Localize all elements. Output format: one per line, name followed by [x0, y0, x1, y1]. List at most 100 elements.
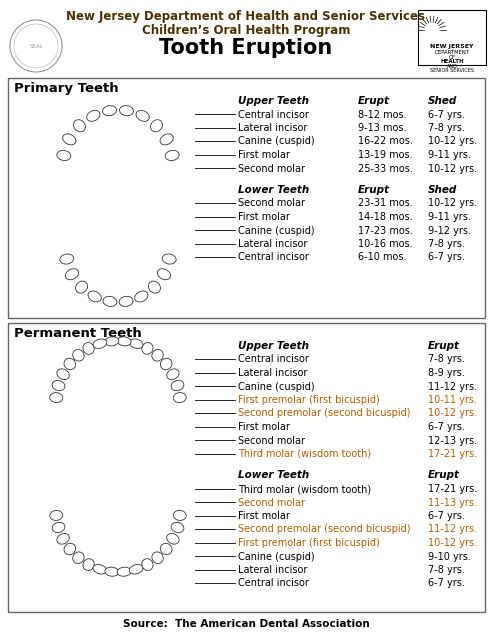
Text: Third molar (wisdom tooth): Third molar (wisdom tooth)	[238, 449, 371, 459]
Ellipse shape	[50, 511, 63, 520]
Text: Canine (cuspid): Canine (cuspid)	[238, 552, 315, 561]
Text: Second premolar (second bicuspid): Second premolar (second bicuspid)	[238, 408, 411, 418]
Ellipse shape	[117, 337, 131, 346]
Text: Shed: Shed	[428, 185, 457, 195]
Ellipse shape	[162, 254, 176, 264]
Text: 9-13 mos.: 9-13 mos.	[358, 123, 407, 133]
FancyBboxPatch shape	[8, 323, 485, 612]
Ellipse shape	[160, 134, 173, 145]
Text: First premolar (first bicuspid): First premolar (first bicuspid)	[238, 395, 380, 405]
Text: First molar: First molar	[238, 422, 290, 432]
Ellipse shape	[103, 296, 117, 307]
Text: 13-19 mos.: 13-19 mos.	[358, 150, 413, 160]
Text: Upper Teeth: Upper Teeth	[238, 341, 309, 351]
Text: Upper Teeth: Upper Teeth	[238, 96, 309, 106]
Text: 9-10 yrs.: 9-10 yrs.	[428, 552, 471, 561]
Text: 9-11 yrs.: 9-11 yrs.	[428, 212, 471, 222]
Text: Erupt: Erupt	[428, 470, 460, 480]
Text: 17-21 yrs.: 17-21 yrs.	[428, 449, 477, 459]
Text: 25-33 mos.: 25-33 mos.	[358, 164, 413, 174]
Ellipse shape	[52, 522, 65, 533]
Text: 6-7 yrs.: 6-7 yrs.	[428, 578, 465, 588]
Ellipse shape	[83, 559, 94, 571]
Ellipse shape	[64, 358, 75, 370]
Ellipse shape	[129, 339, 143, 348]
Text: Canine (cuspid): Canine (cuspid)	[238, 226, 315, 236]
Ellipse shape	[105, 337, 119, 346]
Text: First premolar (first bicuspid): First premolar (first bicuspid)	[238, 538, 380, 548]
Ellipse shape	[119, 296, 133, 307]
Text: Second molar: Second molar	[238, 435, 305, 446]
Text: Lower Teeth: Lower Teeth	[238, 185, 309, 195]
FancyBboxPatch shape	[418, 10, 486, 65]
Ellipse shape	[52, 380, 65, 391]
Text: 8-9 yrs.: 8-9 yrs.	[428, 368, 465, 378]
Ellipse shape	[171, 522, 184, 533]
Ellipse shape	[152, 552, 163, 564]
Ellipse shape	[136, 111, 149, 121]
Text: Permanent Teeth: Permanent Teeth	[14, 327, 142, 340]
Text: 6-7 yrs.: 6-7 yrs.	[428, 109, 465, 119]
Text: 11-12 yrs.: 11-12 yrs.	[428, 382, 477, 391]
Ellipse shape	[66, 269, 78, 280]
Ellipse shape	[148, 281, 160, 293]
Text: 12-13 yrs.: 12-13 yrs.	[428, 435, 477, 446]
Text: 9-11 yrs.: 9-11 yrs.	[428, 150, 471, 160]
Text: Erupt: Erupt	[358, 96, 390, 106]
Text: 14-18 mos.: 14-18 mos.	[358, 212, 413, 222]
Text: 8-12 mos.: 8-12 mos.	[358, 109, 407, 119]
Text: Erupt: Erupt	[358, 185, 390, 195]
Text: 7-8 yrs.: 7-8 yrs.	[428, 565, 465, 575]
Text: 7-8 yrs.: 7-8 yrs.	[428, 239, 465, 249]
Text: 10-12 yrs.: 10-12 yrs.	[428, 137, 477, 147]
Text: 17-23 mos.: 17-23 mos.	[358, 226, 413, 236]
Ellipse shape	[150, 119, 163, 131]
Text: Children’s Oral Health Program: Children’s Oral Health Program	[142, 24, 350, 37]
Text: Primary Teeth: Primary Teeth	[14, 82, 119, 95]
Text: Source:  The American Dental Association: Source: The American Dental Association	[123, 619, 369, 629]
Text: Tooth Eruption: Tooth Eruption	[159, 38, 333, 58]
Text: 10-12 yrs.: 10-12 yrs.	[428, 198, 477, 209]
Ellipse shape	[57, 150, 71, 161]
Text: Lateral incisor: Lateral incisor	[238, 239, 307, 249]
Text: First molar: First molar	[238, 212, 290, 222]
Text: 6-10 mos.: 6-10 mos.	[358, 253, 407, 262]
Text: 6-7 yrs.: 6-7 yrs.	[428, 511, 465, 521]
Ellipse shape	[119, 106, 134, 116]
Text: Canine (cuspid): Canine (cuspid)	[238, 382, 315, 391]
Ellipse shape	[72, 552, 84, 564]
Text: 10-12 yrs.: 10-12 yrs.	[428, 408, 477, 418]
Ellipse shape	[160, 358, 172, 370]
Text: First molar: First molar	[238, 511, 290, 521]
Ellipse shape	[152, 349, 163, 361]
Ellipse shape	[64, 544, 75, 555]
Text: 23-31 mos.: 23-31 mos.	[358, 198, 413, 209]
Text: Canine (cuspid): Canine (cuspid)	[238, 137, 315, 147]
Text: Central incisor: Central incisor	[238, 109, 309, 119]
Text: OF: OF	[449, 55, 456, 60]
Text: 6-7 yrs.: 6-7 yrs.	[428, 253, 465, 262]
Text: Third molar (wisdom tooth): Third molar (wisdom tooth)	[238, 484, 371, 494]
Ellipse shape	[167, 369, 179, 380]
Text: Second molar: Second molar	[238, 497, 305, 507]
Ellipse shape	[57, 369, 70, 380]
Text: Shed: Shed	[428, 96, 457, 106]
Text: 6-7 yrs.: 6-7 yrs.	[428, 422, 465, 432]
Ellipse shape	[57, 533, 70, 544]
Ellipse shape	[142, 559, 153, 571]
Ellipse shape	[63, 134, 76, 145]
Text: New Jersey Department of Health and Senior Services: New Jersey Department of Health and Seni…	[67, 10, 425, 23]
Text: DEPARTMENT: DEPARTMENT	[434, 50, 469, 55]
Text: Second molar: Second molar	[238, 164, 305, 174]
Text: Second premolar (second bicuspid): Second premolar (second bicuspid)	[238, 525, 411, 535]
Ellipse shape	[105, 567, 119, 576]
Ellipse shape	[87, 111, 100, 121]
Ellipse shape	[167, 533, 179, 544]
Text: 17-21 yrs.: 17-21 yrs.	[428, 484, 477, 494]
Ellipse shape	[50, 392, 63, 403]
Text: 9-12 yrs.: 9-12 yrs.	[428, 226, 471, 236]
Text: Lateral incisor: Lateral incisor	[238, 123, 307, 133]
Ellipse shape	[72, 349, 84, 361]
Ellipse shape	[83, 343, 94, 355]
Ellipse shape	[93, 564, 106, 574]
